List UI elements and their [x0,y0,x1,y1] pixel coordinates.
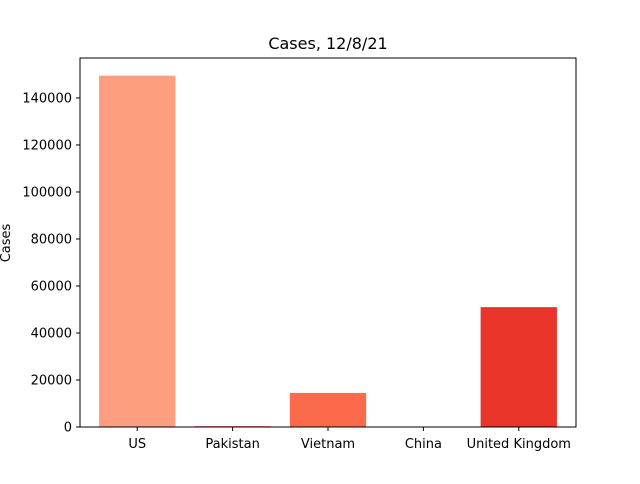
x-tick-label: US [128,437,146,452]
y-axis-label: Cases [0,223,14,262]
bars-layer [99,76,557,427]
x-tick-label: Vietnam [301,437,355,452]
bar-united-kingdom [481,307,557,427]
x-axis-ticks: US Pakistan Vietnam China United Kingdom [128,427,571,452]
y-tick-label: 80000 [31,232,72,247]
x-tick-label: Pakistan [205,437,259,452]
y-tick-label: 140000 [22,91,72,106]
y-axis-ticks: 0 20000 40000 60000 80000 100000 120000 140000 [22,91,80,435]
bar-us [99,76,175,427]
y-tick-label: 40000 [31,326,72,341]
x-tick-label: United Kingdom [467,437,571,452]
y-tick-label: 100000 [22,185,72,200]
chart-title: Cases, 12/8/21 [268,34,387,53]
y-tick-label: 20000 [31,373,72,388]
bar-vietnam [290,393,366,427]
y-tick-label: 120000 [22,138,72,153]
y-tick-label: 0 [64,421,72,436]
x-tick-label: China [405,437,442,452]
y-tick-label: 60000 [31,279,72,294]
